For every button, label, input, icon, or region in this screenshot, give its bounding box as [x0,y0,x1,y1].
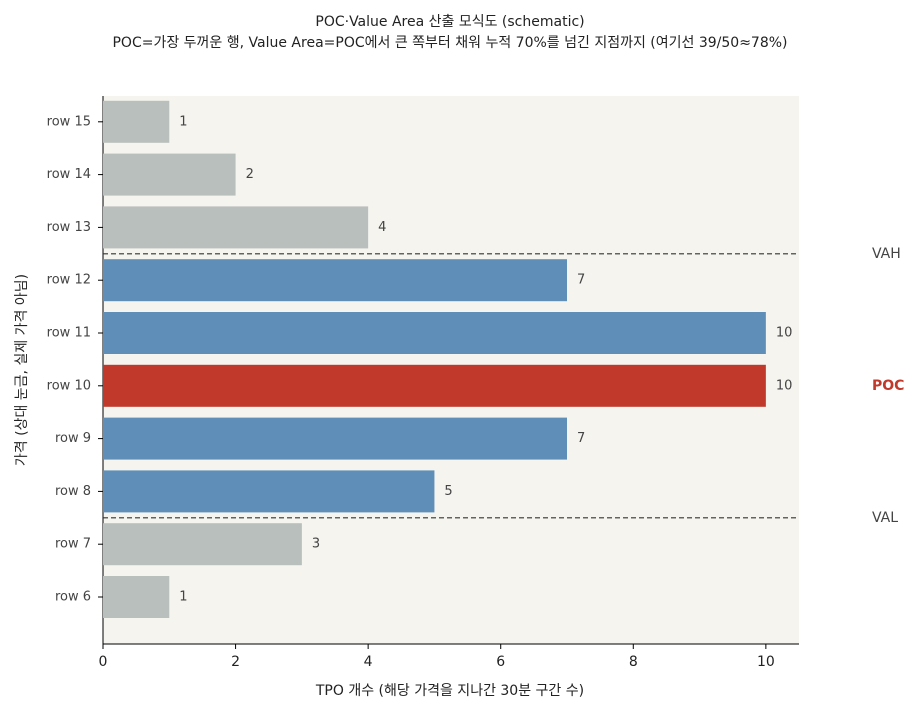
value-label: 3 [312,537,320,552]
value-label: 4 [378,220,386,235]
value-label: 7 [577,431,585,446]
bar [103,364,766,407]
x-tick-label: 10 [757,654,775,670]
y-tick-label: row 12 [47,273,91,288]
x-tick-label: 8 [629,654,638,670]
bar [103,417,567,460]
chart-title: POC·Value Area 산출 모식도 (schematic) [315,14,584,30]
bar [103,100,170,143]
bar [103,153,236,196]
value-label: 7 [577,273,585,288]
x-axis-label: TPO 개수 (해당 가격을 지나간 30분 구간 수) [315,683,584,699]
y-tick-label: row 10 [47,378,91,393]
value-label: 1 [179,590,187,605]
y-tick-label: row 8 [55,484,91,499]
y-tick-label: row 15 [47,114,91,129]
y-tick-label: row 7 [55,537,91,552]
value-label: 10 [776,378,793,393]
annotation: VAL [872,510,898,526]
x-tick-label: 2 [231,654,240,670]
value-label: 5 [444,484,452,499]
bar [103,576,170,618]
y-axis-label: 가격 (상대 눈금, 실제 가격 아님) [14,274,30,466]
y-tick-label: row 14 [47,167,91,182]
x-tick-label: 0 [99,654,108,670]
bar [103,206,369,249]
annotation: POC [872,378,904,394]
bar [103,312,766,354]
x-tick-label: 4 [364,654,373,670]
y-tick-label: row 9 [55,431,91,446]
value-label: 2 [246,167,254,182]
bar [103,523,302,566]
annotation: VAH [872,246,901,262]
x-tick-label: 6 [496,654,505,670]
bar [103,470,435,513]
value-label: 1 [179,114,187,129]
y-tick-label: row 6 [55,590,91,605]
bar [103,259,567,302]
value-label: 10 [776,326,793,341]
chart-subtitle: POC=가장 두꺼운 행, Value Area=POC에서 큰 쪽부터 채워 … [112,35,787,51]
y-tick-label: row 11 [47,326,91,341]
y-tick-label: row 13 [47,220,91,235]
